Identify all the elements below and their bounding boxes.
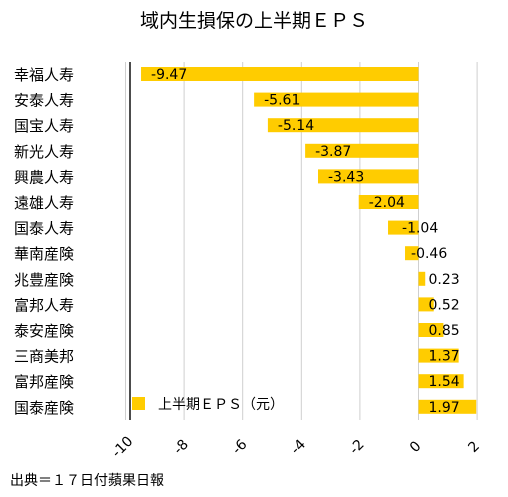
value-label: 0.23: [429, 272, 460, 288]
bar-12: [418, 374, 464, 389]
bar-1: [254, 92, 419, 107]
category-label: 新光人寿: [14, 143, 74, 161]
bar-4: [318, 169, 419, 184]
legend-swatch: [132, 397, 145, 410]
category-label: 華南産険: [14, 245, 74, 263]
x-tick-label: -10: [109, 433, 136, 460]
bar-7: [405, 246, 419, 261]
value-label: -5.61: [264, 93, 300, 109]
bar-2: [267, 118, 419, 133]
category-label: 国泰人寿: [14, 220, 74, 238]
category-label: 富邦人寿: [14, 296, 74, 314]
legend-label: 上半期ＥＰＳ（元）: [158, 397, 284, 413]
category-label: 安泰人寿: [14, 92, 74, 110]
bar-11: [418, 348, 459, 363]
chart-title: 域内生損保の上半期ＥＰＳ: [139, 10, 368, 32]
bar-9: [418, 297, 434, 312]
value-label: -5.14: [278, 118, 314, 134]
x-tick-label: 0: [407, 438, 425, 456]
bar-10: [418, 323, 444, 337]
category-label: 三商美邦: [14, 348, 74, 366]
value-label: -1.04: [402, 221, 438, 237]
value-label: 1.54: [429, 374, 460, 390]
bar-0: [141, 67, 419, 81]
bar-5: [358, 195, 419, 209]
x-tick-label: 2: [465, 438, 483, 456]
value-label: -9.47: [151, 67, 187, 83]
category-label: 興農人寿: [14, 168, 74, 186]
category-label: 国宝人寿: [14, 117, 74, 135]
bar-3: [305, 143, 419, 158]
value-label: -3.87: [315, 144, 351, 160]
value-label: -3.43: [328, 169, 364, 185]
x-tick-label: -8: [171, 437, 192, 458]
x-tick-label: -2: [346, 437, 367, 458]
value-label: 1.97: [429, 400, 460, 416]
bar-8: [418, 271, 426, 286]
value-label: 1.37: [429, 349, 460, 365]
value-label: -2.04: [369, 195, 405, 211]
bar-13: [418, 399, 477, 414]
category-label: 泰安産険: [14, 322, 74, 340]
category-label: 富邦産険: [14, 373, 74, 391]
x-tick-label: -6: [229, 437, 250, 458]
value-label: -0.46: [411, 246, 447, 262]
category-label: 兆豊産険: [14, 271, 74, 289]
bar-6: [388, 220, 419, 235]
x-tick-label: -4: [288, 437, 309, 458]
category-label: 遠雄人寿: [14, 194, 74, 212]
category-label: 幸福人寿: [14, 66, 74, 84]
value-label: 0.52: [429, 297, 460, 313]
value-label: 0.85: [429, 323, 460, 339]
category-label: 国泰産険: [14, 399, 74, 417]
source-note: 出典＝１７日付蘋果日報: [10, 473, 164, 489]
